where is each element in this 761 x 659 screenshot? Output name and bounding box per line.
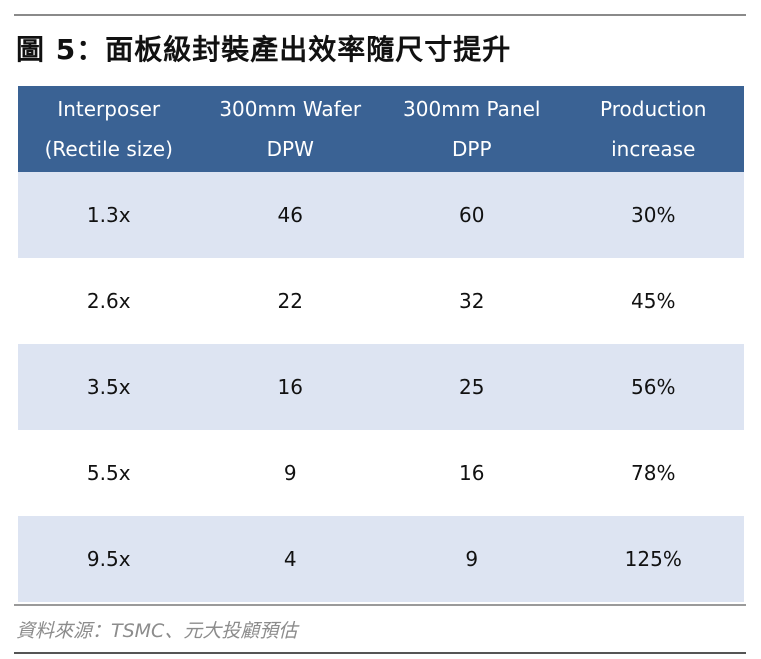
table-cell: 22 — [199, 258, 381, 344]
column-header-line: 300mm Panel — [403, 97, 541, 121]
table-cell: 56% — [562, 344, 744, 430]
table-cell: 78% — [562, 430, 744, 516]
table-cell: 1.3x — [18, 172, 200, 258]
source-note: 資料來源：TSMC、元大投顧預估 — [16, 620, 298, 642]
table-cell: 45% — [562, 258, 744, 344]
table-cell: 125% — [562, 516, 744, 602]
column-header-panel-dpp: 300mm Panel DPP — [381, 86, 563, 172]
table-cell: 9 — [381, 516, 563, 602]
table-row: 9.5x 4 9 125% — [18, 516, 744, 602]
table-cell: 25 — [381, 344, 563, 430]
table-cell: 9.5x — [18, 516, 200, 602]
table-cell: 5.5x — [18, 430, 200, 516]
column-header-line: (Rectile size) — [44, 137, 173, 161]
table-row: 1.3x 46 60 30% — [18, 172, 744, 258]
table-row: 3.5x 16 25 56% — [18, 344, 744, 430]
bottom-divider — [14, 652, 746, 654]
figure-title: 圖 5：面板級封裝產出效率隨尺寸提升 — [16, 33, 512, 66]
source-divider — [14, 604, 746, 606]
table-row: 5.5x 9 16 78% — [18, 430, 744, 516]
table-cell: 60 — [381, 172, 563, 258]
table-row: 2.6x 22 32 45% — [18, 258, 744, 344]
table-cell: 9 — [199, 430, 381, 516]
column-header-line: increase — [611, 137, 696, 161]
column-header-wafer-dpw: 300mm Wafer DPW — [199, 86, 381, 172]
table-cell: 16 — [381, 430, 563, 516]
table-cell: 46 — [199, 172, 381, 258]
table-cell: 4 — [199, 516, 381, 602]
table-header-row: Interposer (Rectile size) 300mm Wafer DP… — [18, 86, 744, 172]
top-divider — [14, 14, 746, 16]
column-header-line: Production — [600, 97, 707, 121]
column-header-line: DPW — [266, 137, 314, 161]
table-cell: 2.6x — [18, 258, 200, 344]
column-header-interposer: Interposer (Rectile size) — [18, 86, 200, 172]
column-header-production-increase: Production increase — [562, 86, 744, 172]
column-header-line: DPP — [451, 137, 492, 161]
table-cell: 32 — [381, 258, 563, 344]
table-cell: 3.5x — [18, 344, 200, 430]
table-cell: 30% — [562, 172, 744, 258]
column-header-line: 300mm Wafer — [219, 97, 362, 121]
data-table: Interposer (Rectile size) 300mm Wafer DP… — [18, 86, 744, 602]
column-header-line: Interposer — [57, 97, 161, 121]
table-cell: 16 — [199, 344, 381, 430]
